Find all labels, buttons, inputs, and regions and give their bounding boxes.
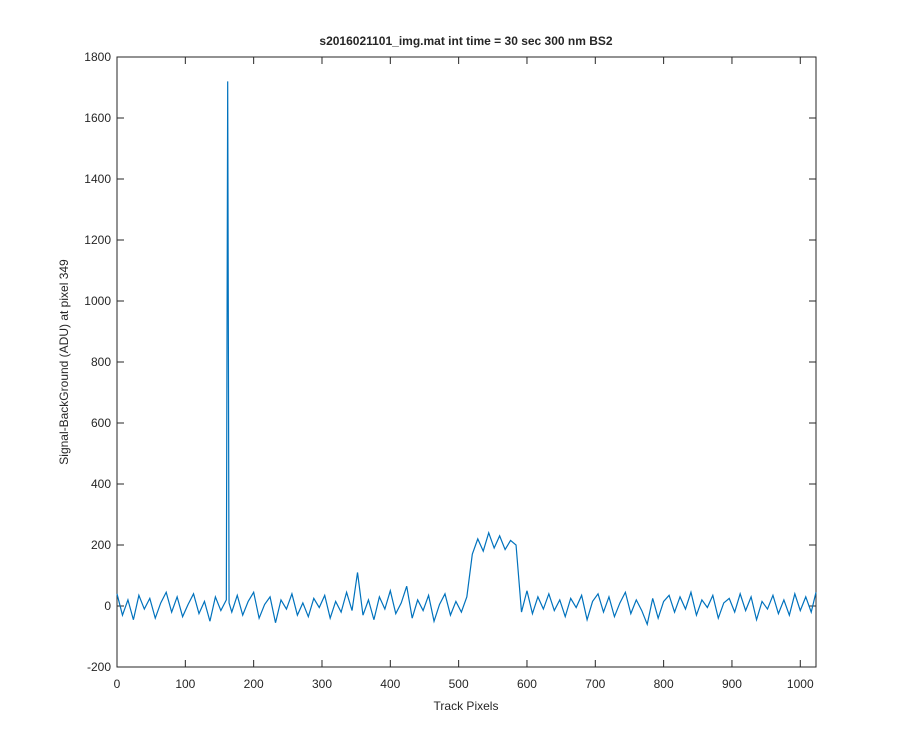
x-tick-label: 500 xyxy=(449,677,469,691)
data-line xyxy=(116,81,817,627)
x-tick-label: 0 xyxy=(114,677,121,691)
x-tick-label: 700 xyxy=(585,677,605,691)
chart-title: s2016021101_img.mat int time = 30 sec 30… xyxy=(319,34,613,48)
x-tick-label: 800 xyxy=(654,677,674,691)
y-tick-label: 1400 xyxy=(84,172,111,186)
y-tick-label: 1600 xyxy=(84,111,111,125)
y-tick-label: 800 xyxy=(91,355,111,369)
y-tick-label: 400 xyxy=(91,477,111,491)
x-tick-label: 100 xyxy=(175,677,195,691)
y-tick-label: 0 xyxy=(104,599,111,613)
y-tick-label: 1800 xyxy=(84,50,111,64)
y-tick-label: 1200 xyxy=(84,233,111,247)
x-tick-label: 600 xyxy=(517,677,537,691)
y-tick-label: 200 xyxy=(91,538,111,552)
y-axis-label: Signal-BackGround (ADU) at pixel 349 xyxy=(57,259,71,465)
x-tick-label: 300 xyxy=(312,677,332,691)
x-tick-label: 400 xyxy=(380,677,400,691)
y-tick-label: -200 xyxy=(87,660,111,674)
x-tick-label: 900 xyxy=(722,677,742,691)
y-tick-label: 600 xyxy=(91,416,111,430)
y-tick-label: 1000 xyxy=(84,294,111,308)
x-axis-label: Track Pixels xyxy=(434,699,499,713)
x-tick-label: 1000 xyxy=(787,677,814,691)
x-tick-label: 200 xyxy=(244,677,264,691)
